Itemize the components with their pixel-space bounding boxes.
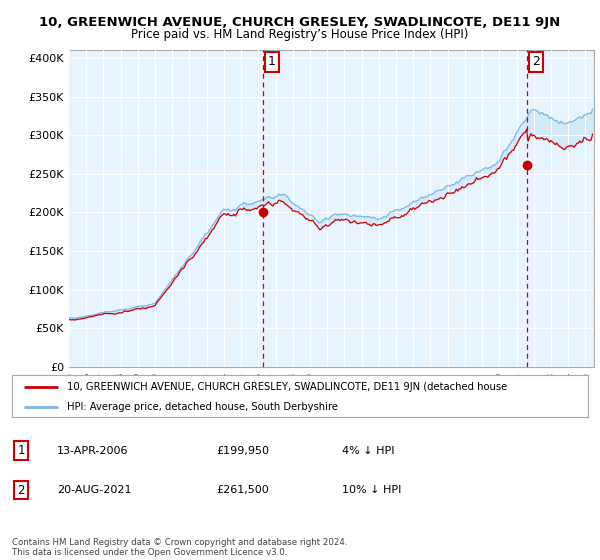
Text: 10% ↓ HPI: 10% ↓ HPI [342, 485, 401, 495]
Text: £199,950: £199,950 [216, 446, 269, 456]
Text: 2: 2 [17, 483, 25, 497]
Text: 13-APR-2006: 13-APR-2006 [57, 446, 128, 456]
Text: 10, GREENWICH AVENUE, CHURCH GRESLEY, SWADLINCOTE, DE11 9JN (detached house: 10, GREENWICH AVENUE, CHURCH GRESLEY, SW… [67, 382, 507, 392]
Text: 10, GREENWICH AVENUE, CHURCH GRESLEY, SWADLINCOTE, DE11 9JN: 10, GREENWICH AVENUE, CHURCH GRESLEY, SW… [40, 16, 560, 29]
Text: Price paid vs. HM Land Registry’s House Price Index (HPI): Price paid vs. HM Land Registry’s House … [131, 28, 469, 41]
Text: 4% ↓ HPI: 4% ↓ HPI [342, 446, 395, 456]
Text: 2: 2 [532, 55, 540, 68]
Text: HPI: Average price, detached house, South Derbyshire: HPI: Average price, detached house, Sout… [67, 402, 338, 412]
Text: 1: 1 [17, 444, 25, 458]
Text: £261,500: £261,500 [216, 485, 269, 495]
Text: Contains HM Land Registry data © Crown copyright and database right 2024.
This d: Contains HM Land Registry data © Crown c… [12, 538, 347, 557]
Text: 20-AUG-2021: 20-AUG-2021 [57, 485, 131, 495]
Text: 1: 1 [268, 55, 276, 68]
